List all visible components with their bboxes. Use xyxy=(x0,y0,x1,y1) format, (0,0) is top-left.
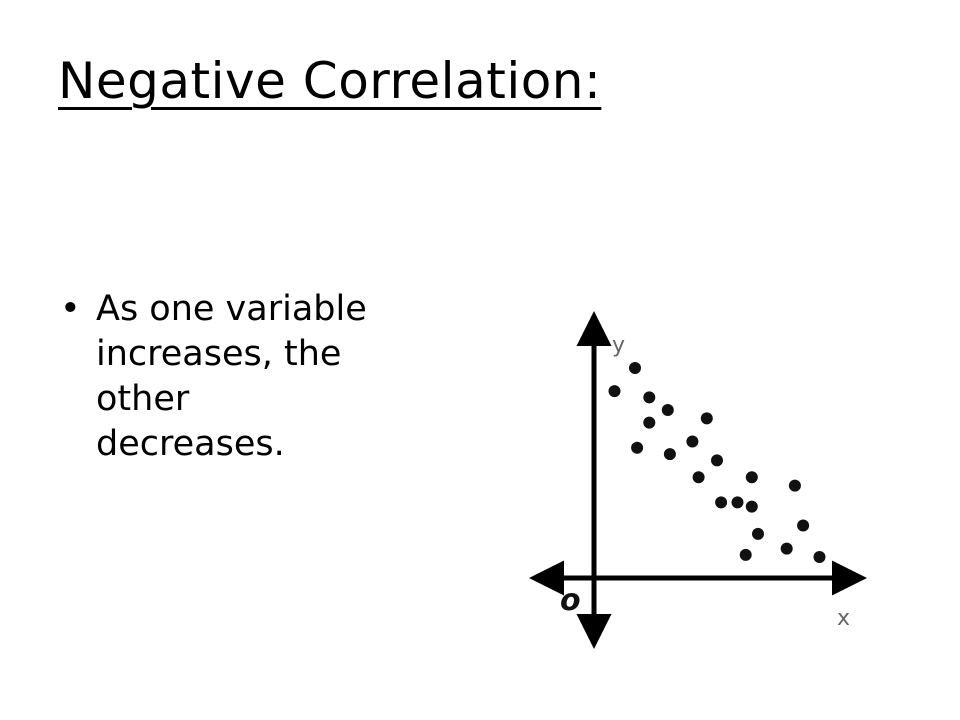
scatter-point-7 xyxy=(631,441,644,454)
scatter-point-13 xyxy=(788,479,801,492)
scatter-point-6 xyxy=(700,412,713,425)
scatter-point-8 xyxy=(663,448,676,461)
scatter-point-10 xyxy=(711,454,723,467)
scatter-point-19 xyxy=(739,548,752,561)
scatter-point-15 xyxy=(731,496,744,509)
scatter-point-14 xyxy=(715,496,728,509)
scatter-point-21 xyxy=(813,551,826,563)
scatter-point-16 xyxy=(745,500,758,513)
scatter-point-12 xyxy=(745,471,758,484)
scatter-point-1 xyxy=(608,385,621,398)
scatter-point-2 xyxy=(629,362,641,374)
scatter-chart: y x o xyxy=(529,311,867,649)
scatter-point-3 xyxy=(643,391,656,404)
bullet-list: • As one variable increases, the other d… xyxy=(60,287,480,467)
scatter-point-11 xyxy=(692,471,705,484)
scatter-point-4 xyxy=(661,404,674,416)
bullet-line-4: decreases. xyxy=(96,424,285,464)
bullet-item: • As one variable increases, the other d… xyxy=(60,287,480,467)
scatter-point-18 xyxy=(752,527,764,540)
y-axis-label: y xyxy=(612,333,625,358)
origin-label: o xyxy=(560,583,581,618)
bullet-line-1: As one variable xyxy=(96,289,367,329)
scatter-point-5 xyxy=(643,416,656,429)
scatter-point-17 xyxy=(797,519,810,532)
scatter-point-9 xyxy=(686,435,699,448)
bullet-line-3: other xyxy=(96,379,190,419)
scatter-point-20 xyxy=(780,542,793,555)
bullet-line-2: increases, the xyxy=(96,334,342,374)
chart-axes xyxy=(529,311,867,649)
data-points xyxy=(608,362,826,563)
bullet-marker: • xyxy=(60,289,81,329)
bullet-text: As one variable increases, the other dec… xyxy=(96,287,480,467)
slide-title: Negative Correlation: xyxy=(58,52,602,110)
x-axis-label: x xyxy=(837,606,850,631)
